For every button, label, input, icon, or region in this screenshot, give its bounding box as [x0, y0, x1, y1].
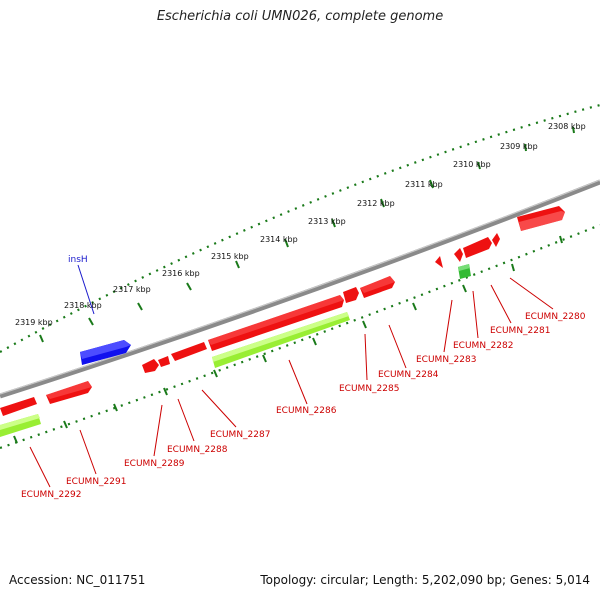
gene-feature: [0, 397, 37, 416]
gene-feature: [208, 295, 344, 351]
gene-feature: [158, 356, 170, 367]
accession-text: Accession: NC_011751: [9, 573, 146, 587]
gene-feature: [46, 381, 92, 404]
red-genes: [0, 206, 565, 416]
inner-tick-ring: [0, 223, 600, 450]
gene-label: ECUMN_2286: [276, 406, 337, 416]
kbp-label: 2315 kbp: [211, 252, 249, 261]
gene-feature: [435, 256, 443, 268]
gene-feature: [360, 276, 395, 298]
kbp-label: 2309 kbp: [500, 142, 538, 151]
label-leaders: [29, 277, 554, 488]
gene-label: ECUMN_2280: [525, 312, 586, 322]
kbp-label: 2312 kbp: [357, 199, 395, 208]
gene-label: ECUMN_2288: [167, 445, 228, 455]
gene-feature-green: [458, 264, 471, 279]
genome-summary-text: Topology: circular; Length: 5,202,090 bp…: [260, 573, 590, 587]
gene-label: ECUMN_2291: [66, 477, 126, 487]
gene-labels: ECUMN_2280 ECUMN_2281 ECUMN_2282 ECUMN_2…: [21, 312, 586, 500]
gene-label: ECUMN_2284: [378, 370, 439, 380]
gene-label: ECUMN_2283: [416, 355, 476, 365]
gene-label-insH: insH: [68, 255, 88, 265]
gene-label: ECUMN_2285: [339, 384, 399, 394]
gene-label: ECUMN_2281: [490, 326, 550, 336]
kbp-label: 2319 kbp: [15, 318, 53, 327]
gene-label: ECUMN_2287: [210, 430, 270, 440]
gene-feature: [463, 237, 492, 258]
kbp-label: 2316 kbp: [162, 269, 200, 278]
kbp-label: 2313 kbp: [308, 217, 346, 226]
gene-label: ECUMN_2289: [124, 459, 185, 469]
gene-label: ECUMN_2292: [21, 490, 81, 500]
gene-feature: [142, 359, 159, 373]
gene-feature: [492, 233, 500, 247]
genome-backbone: [0, 179, 600, 399]
kbp-label: 2311 kbp: [405, 180, 443, 189]
gene-feature: [517, 206, 565, 231]
gene-label: ECUMN_2282: [453, 341, 513, 351]
kbp-label: 2310 kbp: [453, 160, 491, 169]
kbp-label: 2314 kbp: [260, 235, 298, 244]
inner-major-ticks: [13, 235, 563, 444]
gene-insH: insH: [68, 255, 131, 365]
gene-feature: [343, 287, 359, 303]
kbp-label: 2308 kbp: [548, 122, 586, 131]
kbp-labels: 2308 kbp 2309 kbp 2310 kbp 2311 kbp 2312…: [15, 122, 586, 327]
gene-feature: [454, 248, 463, 262]
gene-feature: [171, 342, 207, 361]
outer-major-ticks: [39, 126, 575, 343]
kbp-label: 2318 kbp: [64, 301, 102, 310]
kbp-label: 2317 kbp: [113, 285, 151, 294]
map-title: Escherichia coli UMN026, complete genome: [156, 9, 444, 24]
cds-features: [0, 312, 350, 437]
